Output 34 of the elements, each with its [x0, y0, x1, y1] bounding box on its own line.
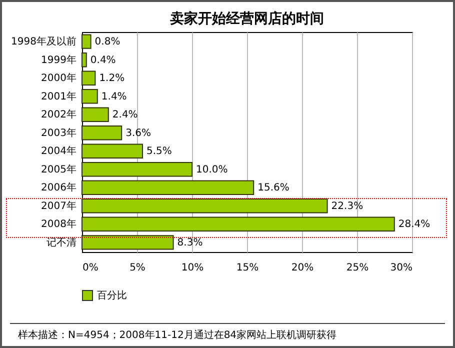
- x-tick-label: 10%: [181, 262, 204, 274]
- text: 15.6%: [258, 182, 290, 194]
- legend-label: 百分比: [97, 290, 127, 302]
- x-tick-label: 15%: [236, 262, 259, 274]
- y-tick-label: 2004年: [41, 145, 76, 158]
- text: 22.3%: [331, 200, 364, 212]
- y-tick-label: 2000年: [41, 72, 76, 84]
- y-tick-label: 2008年: [41, 218, 76, 230]
- text: 8.3%: [177, 237, 203, 248]
- text: 2.4%: [112, 110, 138, 121]
- text: 10.0%: [196, 164, 228, 176]
- chart-title: 卖家开始经营网店的时间: [170, 10, 324, 27]
- text: 5.5%: [146, 146, 172, 158]
- y-tick-label: 1999年: [41, 54, 76, 66]
- x-tick-label: 0%: [82, 262, 98, 274]
- text: 28.4%: [398, 219, 430, 230]
- y-tick-label: 2005年: [41, 163, 76, 176]
- y-tick-label: 2007年: [41, 200, 76, 212]
- y-tick-label: 2001年: [41, 90, 76, 102]
- x-tick-label: 30%: [390, 262, 412, 274]
- y-tick-label: 2006年: [41, 182, 76, 194]
- y-tick-label: 2003年: [41, 126, 76, 139]
- x-tick-label: 25%: [346, 262, 369, 274]
- text: 1.4%: [101, 91, 127, 102]
- text: 3.6%: [126, 128, 152, 139]
- text: 0.4%: [90, 54, 116, 66]
- text: 0.8%: [94, 36, 120, 48]
- x-tick-label: 20%: [291, 262, 314, 274]
- y-tick-label: 1998年及以前: [11, 36, 76, 48]
- y-tick-label: 记不清: [46, 236, 76, 248]
- text: 1.2%: [99, 73, 125, 84]
- y-tick-label: 2002年: [41, 108, 76, 121]
- text: 样本描述：N=4954；2008年11-12月通过在84家网站上联机调研获得: [10, 323, 445, 347]
- x-tick-label: 5%: [130, 262, 146, 274]
